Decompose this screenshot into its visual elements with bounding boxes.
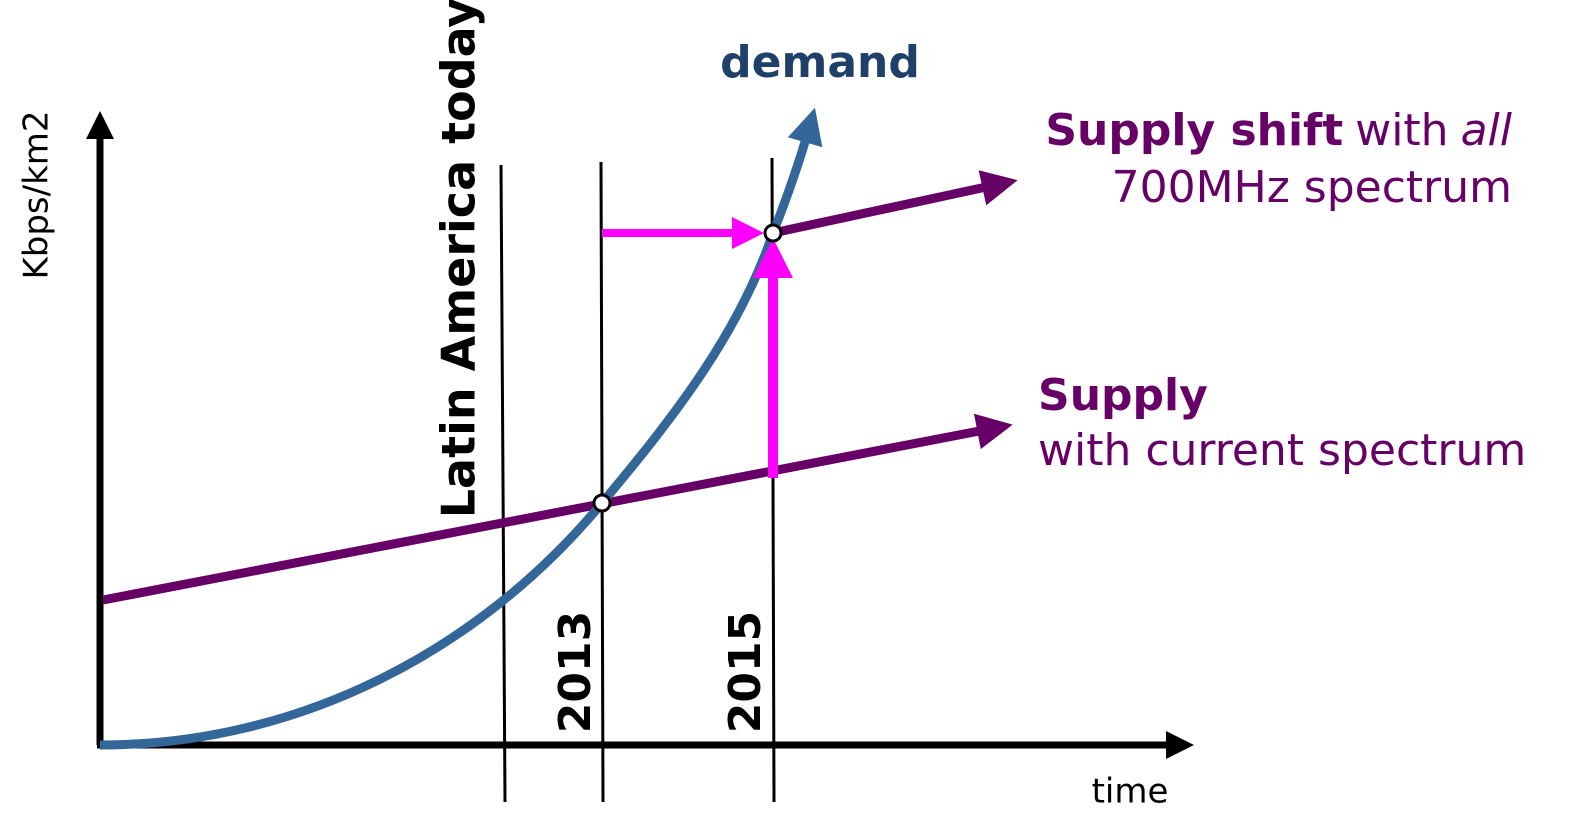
supply-shift-label: Supply shift with all xyxy=(1045,105,1512,156)
year-line xyxy=(599,161,605,803)
supply-label: Supply xyxy=(1038,370,1208,421)
intersection xyxy=(592,493,612,513)
intersection xyxy=(763,223,783,243)
today-label: Latin America today xyxy=(432,0,486,518)
supply-label: with current spectrum xyxy=(1038,425,1526,476)
supply-line xyxy=(102,413,1013,605)
year-line xyxy=(770,157,776,803)
demand-label: demand xyxy=(720,37,920,88)
year-label: 2015 xyxy=(720,611,771,733)
label-part: with xyxy=(1355,105,1448,156)
y-axis-label: Kbps/km2 xyxy=(17,110,57,279)
supply-shift-label: 700MHz spectrum xyxy=(1112,162,1512,213)
today-line xyxy=(499,164,507,803)
demand-curve xyxy=(99,107,823,750)
label-part: Supply shift xyxy=(1045,105,1343,156)
label-part: all xyxy=(1461,105,1513,156)
year-label: 2013 xyxy=(550,611,601,733)
supply-shift-line xyxy=(772,170,1018,238)
x-axis-label: time xyxy=(1092,772,1169,812)
